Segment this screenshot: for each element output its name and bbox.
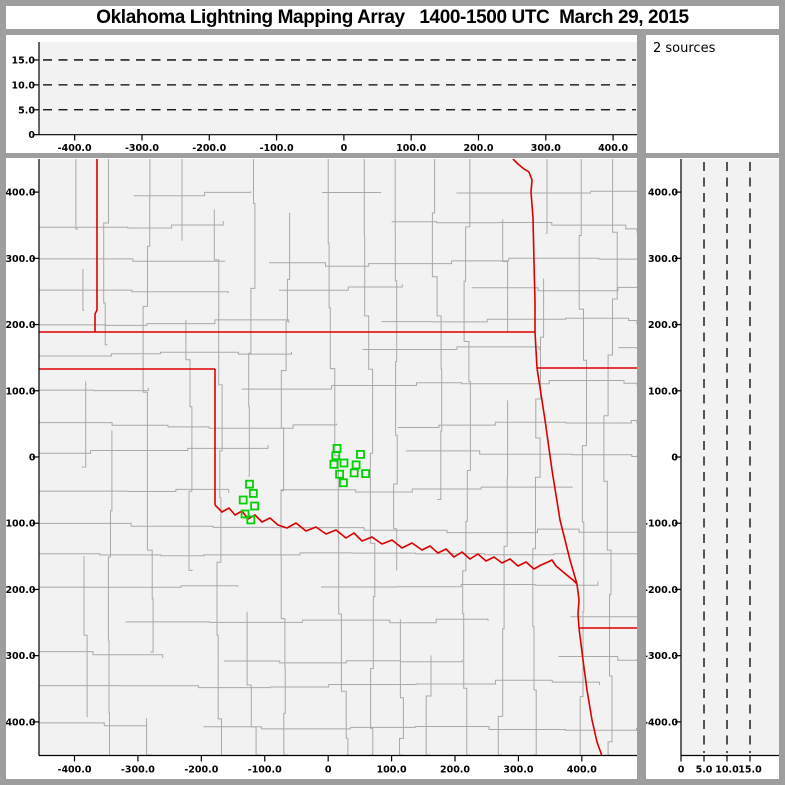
- x-tick-label: -400.0: [58, 765, 92, 776]
- lma-stations: [238, 443, 371, 525]
- x-tick-label: 300.0: [503, 765, 533, 776]
- x-tick-label: 100.0: [396, 143, 426, 153]
- y-tick-label: -100.0: [6, 519, 36, 530]
- x-tick-label: 300.0: [531, 143, 561, 153]
- altitude-ew-plot[interactable]: 15.0 10.0 5.0 0 -400.0 -300.0 -200.0 -100.0 0 100…: [6, 35, 637, 153]
- tick-marks-and-labels: 15.0 10.0 5.0 0 -400.0 -300.0 -200.0 -100.0 0 100…: [12, 55, 629, 153]
- county-lines: [39, 159, 637, 755]
- y-tick-label: 400.0: [648, 188, 678, 199]
- x-tick-label: -100.0: [248, 765, 282, 776]
- sources-count-box: 2 sources: [646, 35, 779, 153]
- altitude-ns-plot[interactable]: 400.0 300.0 200.0 100.0 0 -100.0 -200.0 -300.0 -…: [646, 158, 779, 779]
- x-tick-label: 200.0: [440, 765, 470, 776]
- lma-station-marker: [339, 458, 349, 468]
- y-tick-label: 200.0: [648, 320, 678, 331]
- y-tick-label: 0: [28, 130, 35, 141]
- y-tick-label: 300.0: [648, 254, 678, 265]
- lma-station-marker: [240, 509, 250, 519]
- x-tick-label: -300.0: [125, 143, 159, 153]
- y-tick-label: -400.0: [6, 717, 36, 728]
- state-border-ok-mo: [534, 331, 538, 369]
- y-tick-label: 400.0: [6, 188, 36, 199]
- axis-lines: [38, 42, 637, 136]
- plot-background: [681, 159, 779, 755]
- x-tick-label: 0: [678, 765, 685, 776]
- plot-background: [39, 42, 637, 135]
- state-border-ar-tx-upper: [576, 583, 580, 629]
- plan-view-map[interactable]: 400.0 300.0 200.0 100.0 0 -100.0 -200.0 -300.0 -…: [6, 158, 637, 779]
- y-tick-label: -200.0: [646, 585, 678, 596]
- x-tick-label: 400.0: [567, 765, 597, 776]
- x-tick-label: 10.0: [715, 765, 739, 776]
- y-tick-label: 10.0: [12, 80, 36, 91]
- tick-marks-and-labels: 400.0 300.0 200.0 100.0 0 -100.0 -200.0 -300.0 -…: [6, 188, 597, 776]
- altitude-ew-panel: 15.0 10.0 5.0 0 -400.0 -300.0 -200.0 -100.0 0 100…: [6, 35, 637, 153]
- x-tick-label: -300.0: [121, 765, 155, 776]
- page-title: Oklahoma Lightning Mapping Array 1400-15…: [96, 6, 689, 28]
- y-tick-label: 200.0: [6, 320, 36, 331]
- x-tick-label: -200.0: [184, 765, 218, 776]
- x-tick-label: 15.0: [738, 765, 762, 776]
- lma-station-marker: [351, 460, 361, 470]
- reference-altitude-dashes: [43, 59, 636, 111]
- lma-station-marker: [245, 479, 254, 489]
- state-borders: [39, 159, 637, 755]
- y-tick-label: 0: [671, 453, 678, 464]
- y-tick-label: -300.0: [6, 651, 36, 662]
- lma-station-marker: [356, 449, 365, 459]
- lma-station-marker: [349, 468, 359, 478]
- title-bar: Oklahoma Lightning Mapping Array 1400-15…: [6, 6, 779, 29]
- lma-station-marker: [335, 469, 345, 479]
- tick-marks-and-labels: 400.0 300.0 200.0 100.0 0 -100.0 -200.0 -300.0 -…: [646, 188, 762, 776]
- y-tick-label: -300.0: [646, 651, 678, 662]
- y-tick-label: -100.0: [646, 519, 678, 530]
- x-tick-label: 0: [325, 765, 332, 776]
- reference-altitude-dashes: [703, 162, 751, 753]
- lma-station-marker: [238, 495, 248, 505]
- x-tick-label: 400.0: [598, 143, 628, 153]
- y-tick-label: 300.0: [6, 254, 36, 265]
- y-tick-label: 15.0: [12, 55, 36, 66]
- y-tick-label: 5.0: [18, 105, 35, 116]
- x-tick-label: -100.0: [260, 143, 294, 153]
- plan-view-map-panel: 400.0 300.0 200.0 100.0 0 -100.0 -200.0 -300.0 -…: [6, 158, 637, 779]
- lma-station-marker: [361, 469, 371, 479]
- state-border-ks-co: [94, 159, 98, 332]
- x-tick-label: -200.0: [192, 143, 226, 153]
- lma-station-marker: [338, 478, 348, 488]
- state-border-ok-ar: [536, 367, 578, 585]
- y-tick-label: -200.0: [6, 585, 36, 596]
- state-border-red-river: [214, 504, 578, 585]
- x-tick-label: 100.0: [377, 765, 407, 776]
- state-border-ks-mo: [512, 159, 536, 332]
- lma-station-marker: [331, 451, 341, 461]
- x-tick-label: -400.0: [58, 143, 92, 153]
- lma-station-marker: [246, 515, 256, 525]
- y-tick-label: 100.0: [6, 386, 36, 397]
- sources-count-label: 2 sources: [653, 41, 716, 56]
- y-tick-label: 0: [29, 453, 36, 464]
- lma-station-marker: [329, 459, 339, 469]
- lma-station-marker: [250, 501, 260, 511]
- y-tick-label: 100.0: [648, 386, 678, 397]
- altitude-ns-panel: 400.0 300.0 200.0 100.0 0 -100.0 -200.0 -300.0 -…: [646, 158, 779, 779]
- state-border-ar-tx-lower: [578, 627, 603, 755]
- x-tick-label: 200.0: [463, 143, 493, 153]
- lma-station-marker: [248, 488, 258, 498]
- x-tick-label: 0: [341, 143, 348, 153]
- x-tick-label: 5.0: [696, 765, 713, 776]
- y-tick-label: -400.0: [646, 717, 678, 728]
